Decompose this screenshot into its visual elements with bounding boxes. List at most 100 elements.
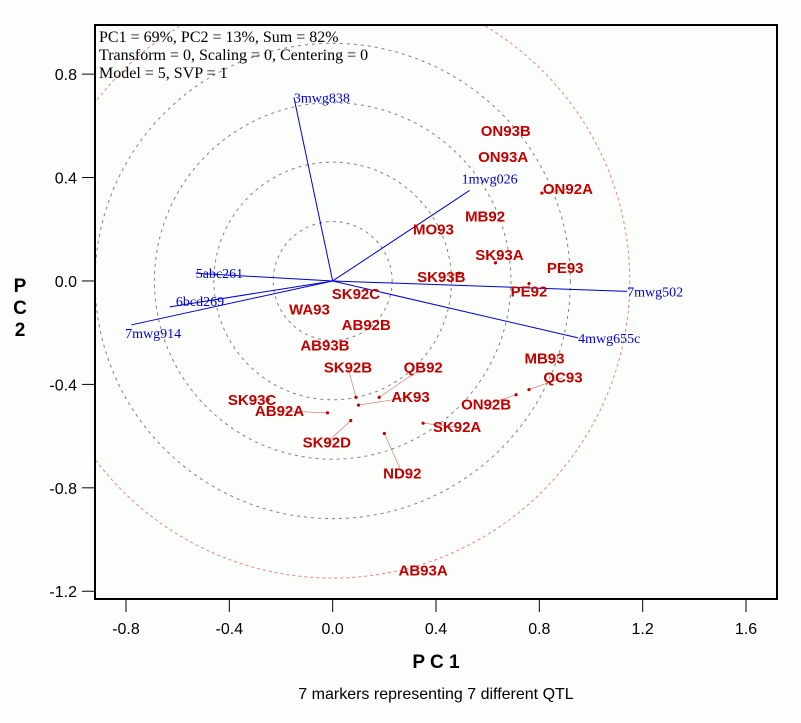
point-dot-QC93 [527, 387, 531, 392]
label-leader-lines [252, 188, 568, 474]
vector-7mwg914 [131, 280, 333, 326]
leader-AB92A [279, 410, 328, 414]
leader-ND92 [384, 433, 403, 474]
point-label-ND92: ND92 [383, 466, 421, 483]
point-dot-QB92 [377, 395, 381, 399]
red-circle-0 [95, 25, 631, 579]
x-axis-title: P C 1 [412, 652, 460, 673]
point-dot-SK92D [349, 418, 353, 423]
point-label-SK92D: SK92D [303, 435, 352, 452]
marker-label-6bcd269: 6bcd269 [176, 295, 224, 310]
y-axis-title-char: C [13, 298, 27, 319]
concentric-circles [95, 25, 631, 579]
point-dot-PE92 [527, 281, 531, 286]
vector-6bcd269 [169, 280, 333, 308]
point-label-SK92C: SK92C [332, 286, 381, 303]
point-label-AB92A: AB92A [255, 403, 304, 420]
point-label-ON92B: ON92B [461, 397, 511, 414]
stats-line-2: Model = 5, SVP = 1 [99, 65, 228, 82]
leader-AK93 [358, 396, 411, 406]
point-label-AK93: AK93 [391, 389, 429, 406]
leader-ON92B [485, 394, 517, 406]
point-label-PE93: PE93 [547, 260, 584, 277]
vector-1mwg026 [332, 190, 470, 282]
point-dot-ON92A [540, 191, 544, 195]
y-axis-title-char: 2 [15, 320, 26, 341]
marker-labels: 3mwg838 1mwg026 5abc261 6bcd269 7mwg914 7mwg5… [125, 91, 683, 346]
stats-line-0: PC1 = 69%, PC2 = 13%, Sum = 82% [99, 29, 339, 46]
marker-vectors [131, 97, 628, 339]
chart-caption: 7 markers representing 7 different QTL [298, 686, 573, 703]
point-dot-SK92A [421, 421, 425, 425]
point-dot-AB92A [325, 411, 330, 415]
x-tick-label: 1.6 [735, 621, 757, 638]
y-axis-title-char: P [14, 276, 27, 297]
leader-QB92 [378, 367, 424, 398]
marker-label-7mwg914: 7mwg914 [125, 327, 181, 342]
point-label-MO93: MO93 [413, 221, 454, 238]
leader-SK93B [441, 272, 460, 278]
grey-circle-0 [272, 221, 393, 341]
point-dot-AK93 [356, 403, 361, 407]
grey-circle-2 [153, 102, 512, 460]
x-tick-label: 1.2 [632, 621, 654, 638]
grey-circle-1 [213, 161, 452, 401]
leader-SK92A [423, 422, 458, 428]
point-label-MB92: MB92 [465, 208, 505, 225]
point-label-SK92B: SK92B [324, 359, 373, 376]
point-label-ON93A: ON93A [478, 149, 528, 166]
point-label-QB92: QB92 [404, 359, 443, 376]
x-axis: -0.8 -0.4 0.0 0.4 0.8 1.2 1.6 [112, 599, 757, 638]
point-label-SK92A: SK92A [433, 419, 482, 436]
point-dot-ON92B [514, 393, 518, 397]
point-label-ON93B: ON93B [481, 123, 531, 140]
point-label-QC93: QC93 [543, 370, 582, 387]
y-tick-label: 0.8 [55, 67, 77, 84]
point-label-MB93: MB93 [524, 351, 564, 368]
point-label-SK93C: SK93C [228, 392, 277, 409]
point-dot-SK93C [266, 398, 270, 402]
stats-line-1: Transform = 0, Scaling = 0, Centering = … [99, 47, 368, 64]
x-tick-label: 0.0 [322, 621, 344, 638]
vector-5abc261 [195, 272, 333, 282]
leader-QC93 [528, 377, 564, 390]
leader-ON92A [541, 188, 568, 194]
grey-circle-3 [95, 42, 571, 520]
marker-label-4mwg655c: 4mwg655c [578, 332, 640, 347]
x-tick-label: -0.8 [112, 621, 140, 638]
point-label-PE92: PE92 [511, 284, 548, 301]
stats-annotation: PC1 = 69%, PC2 = 13%, Sum = 82%Transform… [99, 29, 368, 82]
point-label-SK93B: SK93B [417, 269, 466, 286]
point-label-AB92B: AB92B [342, 317, 391, 334]
leader-SK92B [347, 367, 357, 398]
point-dot-SK93A [493, 261, 498, 265]
point-dot-SK93B [457, 271, 461, 275]
point-label-ON92A: ON92A [543, 181, 593, 198]
genotype-labels: ON93B ON93A ON92A MB92 MO93 SK93A SK93B PE93 PE9… [228, 123, 593, 580]
x-tick-label: 0.4 [425, 621, 447, 638]
vector-7mwg502 [332, 280, 628, 292]
marker-label-5abc261: 5abc261 [196, 267, 243, 282]
x-tick-label: 0.8 [528, 621, 550, 638]
y-axis: 0.8 0.4 0.0 -0.4 -0.8 -1.2 [49, 67, 95, 601]
marker-label-7mwg502: 7mwg502 [627, 285, 683, 300]
vector-4mwg655c [332, 280, 579, 339]
x-tick-label: -0.4 [216, 621, 244, 638]
y-tick-label: 0.0 [55, 274, 77, 291]
plot-frame [94, 24, 778, 600]
y-tick-label: -1.2 [49, 584, 77, 601]
point-label-AB93B: AB93B [300, 338, 349, 355]
marker-label-1mwg026: 1mwg026 [462, 172, 518, 187]
point-dot-SK92B [354, 395, 358, 399]
point-label-SK93A: SK93A [475, 247, 524, 264]
vector-3mwg838 [293, 97, 334, 282]
y-axis-title: PC2 [13, 276, 27, 341]
y-tick-label: -0.8 [49, 481, 77, 498]
point-label-WA93: WA93 [289, 301, 330, 318]
marker-label-3mwg838: 3mwg838 [294, 91, 350, 106]
y-tick-label: 0.4 [55, 171, 77, 188]
point-label-AB93A: AB93A [398, 563, 447, 580]
y-tick-label: -0.4 [49, 377, 77, 394]
point-dot-ND92 [382, 431, 386, 436]
